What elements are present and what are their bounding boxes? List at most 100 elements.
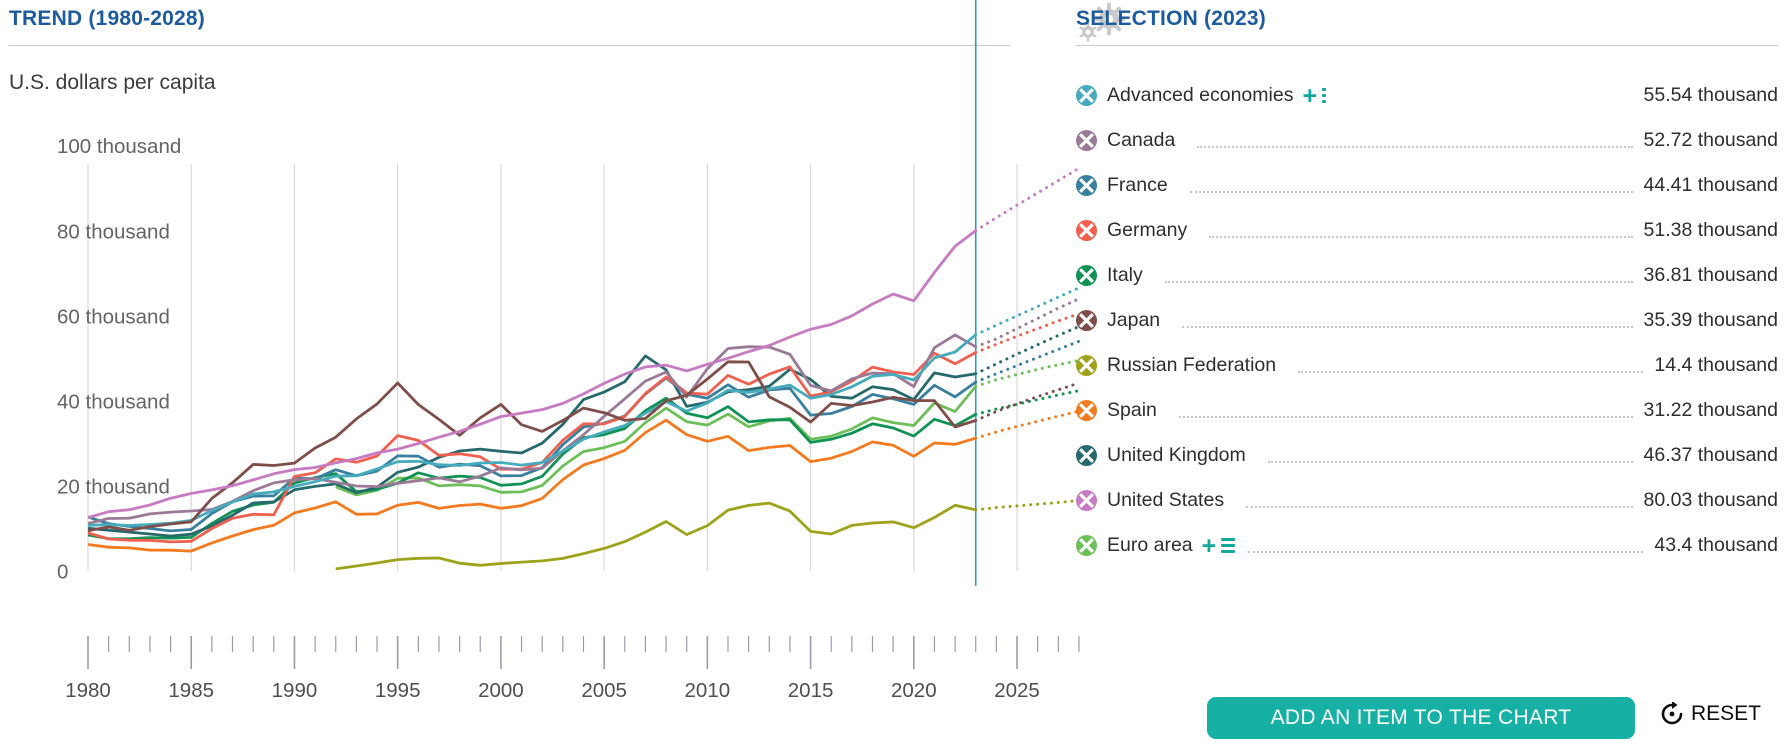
series-forecast-germany	[974, 312, 1081, 354]
leader-dots	[1189, 179, 1633, 193]
leader-dots	[1178, 404, 1633, 418]
remove-item-icon[interactable]	[1076, 445, 1097, 466]
selection-row[interactable]: Euro area + 43.4 thousand	[1076, 523, 1778, 568]
remove-item-icon[interactable]	[1076, 220, 1097, 241]
remove-item-icon[interactable]	[1076, 175, 1097, 196]
item-extra-icons: +	[1201, 531, 1236, 560]
svg-text:1995: 1995	[375, 679, 421, 702]
svg-text:1980: 1980	[65, 679, 111, 702]
reset-button[interactable]: RESET	[1660, 702, 1761, 726]
series-line-spain	[87, 418, 977, 553]
y-axis-labels: 100 thousand 80 thousand 60 thousand 40 tho…	[57, 135, 181, 583]
item-name-label: Germany	[1107, 219, 1188, 241]
leader-dots	[1298, 359, 1644, 373]
list-members-icon[interactable]	[1221, 537, 1236, 554]
remove-item-icon[interactable]	[1076, 490, 1097, 511]
svg-text:1985: 1985	[168, 679, 214, 702]
item-name-label: United Kingdom	[1107, 444, 1246, 466]
remove-item-icon[interactable]	[1076, 355, 1097, 376]
selection-panel-title: SELECTION (2023)	[1076, 7, 1266, 30]
selection-row[interactable]: Advanced economies + 55.54 thousand	[1076, 73, 1778, 118]
series-forecast-russian-federation	[974, 498, 1081, 512]
leader-dots	[1209, 224, 1633, 238]
series-forecast-japan	[974, 381, 1081, 422]
selection-header-divider	[1076, 45, 1778, 46]
svg-text:80 thousand: 80 thousand	[57, 220, 170, 243]
add-item-button[interactable]: ADD AN ITEM TO THE CHART	[1207, 697, 1635, 739]
x-axis-labels: 1980 1985 1990 1995 2000 2005 2010 2015 2020 2025	[65, 679, 1040, 702]
series-line-euro-area	[335, 385, 977, 497]
selection-row[interactable]: France 44.41 thousand	[1076, 163, 1778, 208]
series-lines	[87, 166, 1081, 571]
kebab-menu-icon[interactable]	[1322, 87, 1326, 104]
series-forecast-euro-area	[974, 359, 1081, 388]
add-aggregate-icon[interactable]: +	[1302, 81, 1318, 110]
series-forecast-advanced-economies	[974, 286, 1081, 337]
item-value-label: 52.72 thousand	[1643, 129, 1778, 151]
series-line-japan	[87, 360, 977, 533]
series-line-united-states	[87, 229, 977, 519]
gear-small-icon	[1079, 22, 1097, 42]
remove-item-icon[interactable]	[1076, 130, 1097, 151]
selection-row[interactable]: Germany 51.38 thousand	[1076, 208, 1778, 253]
reset-icon	[1661, 702, 1683, 725]
item-extra-icons: +	[1302, 81, 1326, 110]
svg-text:2025: 2025	[994, 679, 1040, 702]
chart-canvas[interactable]: 100 thousand 80 thousand 60 thousand 40 tho…	[0, 0, 1090, 748]
item-value-label: 14.4 thousand	[1654, 354, 1778, 376]
leader-dots	[1246, 494, 1633, 508]
svg-text:0: 0	[57, 561, 68, 584]
svg-text:2015: 2015	[788, 679, 834, 702]
series-line-germany	[87, 351, 977, 544]
leader-dots	[1197, 134, 1633, 148]
item-name-label: Spain	[1107, 399, 1157, 421]
svg-text:60 thousand: 60 thousand	[57, 305, 170, 328]
add-aggregate-icon[interactable]: +	[1201, 531, 1217, 560]
chart-settings-button[interactable]	[1078, 0, 1130, 46]
svg-text:40 thousand: 40 thousand	[57, 390, 170, 413]
series-line-italy	[87, 396, 977, 541]
svg-text:2000: 2000	[478, 679, 524, 702]
remove-item-icon[interactable]	[1076, 265, 1097, 286]
item-name-label: Euro area	[1107, 534, 1193, 556]
remove-item-icon[interactable]	[1076, 400, 1097, 421]
selection-row[interactable]: Russian Federation 14.4 thousand	[1076, 343, 1778, 388]
item-name-label: Russian Federation	[1107, 354, 1277, 376]
reset-label: RESET	[1691, 702, 1762, 725]
item-name-label: Canada	[1107, 129, 1176, 151]
selection-row[interactable]: United Kingdom 46.37 thousand	[1076, 433, 1778, 478]
svg-text:100 thousand: 100 thousand	[57, 135, 181, 158]
item-value-label: 31.22 thousand	[1643, 399, 1778, 421]
selection-row[interactable]: Japan 35.39 thousand	[1076, 298, 1778, 343]
remove-item-icon[interactable]	[1076, 85, 1097, 106]
item-name-label: United States	[1107, 489, 1225, 511]
item-value-label: 35.39 thousand	[1643, 309, 1778, 331]
svg-text:2010: 2010	[685, 679, 731, 702]
svg-text:20 thousand: 20 thousand	[57, 475, 170, 498]
x-axis-ticks	[87, 636, 1080, 669]
svg-text:2020: 2020	[891, 679, 937, 702]
item-name-label: France	[1107, 174, 1168, 196]
selection-row[interactable]: Spain 31.22 thousand	[1076, 388, 1778, 433]
trend-header-divider	[9, 45, 1010, 46]
item-name-label: Advanced economies	[1107, 84, 1294, 106]
leader-dots	[1164, 269, 1633, 283]
selection-row[interactable]: United States 80.03 thousand	[1076, 478, 1778, 523]
y-axis-unit-label: U.S. dollars per capita	[9, 71, 216, 94]
selection-list: Advanced economies + 55.54 thousand Cana…	[1076, 73, 1778, 568]
remove-item-icon[interactable]	[1076, 535, 1097, 556]
svg-text:1990: 1990	[272, 679, 318, 702]
series-line-advanced-economies	[87, 333, 977, 527]
trend-panel-title: TREND (1980-2028)	[9, 7, 205, 30]
selection-row[interactable]: Italy 36.81 thousand	[1076, 253, 1778, 298]
item-name-label: Japan	[1107, 309, 1161, 331]
year-gridlines	[87, 164, 1018, 571]
remove-item-icon[interactable]	[1076, 310, 1097, 331]
selection-row[interactable]: Canada 52.72 thousand	[1076, 118, 1778, 163]
series-forecast-united-states	[974, 166, 1081, 233]
series-forecast-spain	[974, 409, 1081, 440]
series-forecast-italy	[974, 389, 1081, 416]
item-value-label: 36.81 thousand	[1643, 264, 1778, 286]
leader-dots	[1182, 314, 1633, 328]
leader-dots	[1267, 449, 1633, 463]
